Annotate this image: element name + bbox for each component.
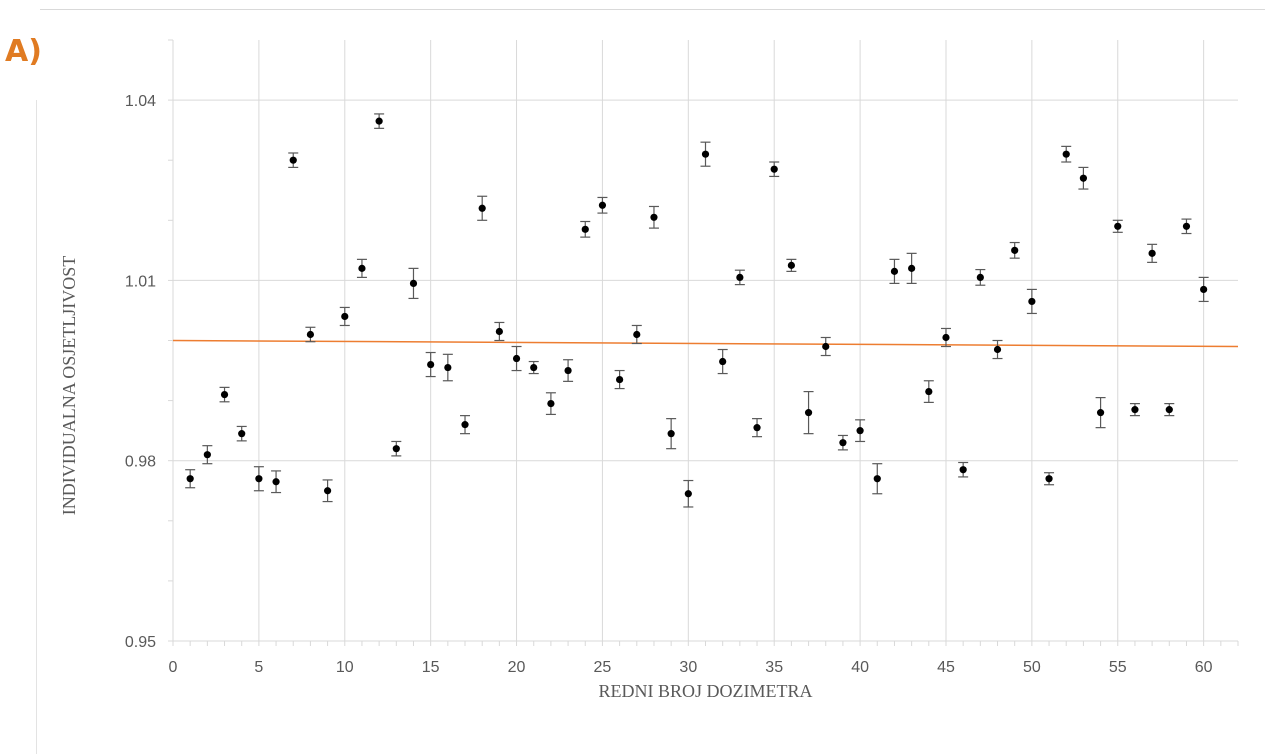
y-tick-label: 0.98 (125, 454, 156, 471)
data-point (1165, 406, 1173, 414)
x-tick-label: 15 (422, 659, 440, 676)
x-tick-label: 50 (1023, 659, 1041, 676)
data-point (684, 490, 692, 498)
data-point (839, 439, 847, 447)
data-point (1079, 174, 1088, 182)
x-tick-label: 30 (679, 659, 697, 676)
x-tick-label: 20 (508, 659, 526, 676)
x-tick-label: 45 (937, 659, 955, 676)
data-point (478, 204, 486, 212)
data-point (220, 390, 229, 399)
axes (168, 39, 1239, 646)
data-point (1200, 285, 1208, 294)
data-point (461, 421, 469, 429)
trendline (172, 339, 1239, 348)
y-tick-label: 1.04 (125, 93, 156, 110)
data-point (512, 354, 521, 363)
y-tick-label: 0.95 (125, 634, 156, 651)
x-tick-label: 5 (254, 659, 263, 676)
left-divider (36, 100, 37, 754)
data-points (186, 117, 1208, 498)
data-point (1062, 150, 1070, 158)
data-point (238, 430, 246, 438)
data-point (272, 478, 280, 486)
data-point (890, 267, 899, 275)
data-point (804, 409, 813, 417)
data-point (925, 387, 933, 396)
data-point (427, 360, 435, 369)
data-point (942, 333, 950, 342)
gridlines (173, 40, 1238, 641)
y-axis-title: INDIVIDUALNA OSJETLJIVOST (59, 256, 79, 515)
data-point (255, 475, 263, 483)
x-tick-label: 40 (851, 659, 869, 676)
data-point (203, 451, 211, 459)
top-divider (40, 9, 1265, 10)
data-point (564, 366, 572, 375)
data-point (547, 400, 555, 408)
data-point (701, 150, 710, 158)
x-axis-title: REDNI BROJ DOZIMETRA (599, 681, 813, 701)
error-bars (185, 113, 1209, 508)
data-point (976, 273, 984, 281)
data-point (650, 213, 658, 221)
data-point (873, 475, 881, 483)
x-tick-label: 25 (594, 659, 612, 676)
data-point (530, 363, 538, 372)
data-point (633, 330, 641, 339)
tick-labels: 0 5 10 15 20 25 30 35 40 45 50 55 60 0.95 0.98 1.01 1.04 (125, 93, 1213, 676)
x-tick-label: 0 (169, 659, 178, 676)
data-point (856, 427, 864, 435)
x-tick-label: 60 (1195, 659, 1213, 676)
data-point (770, 165, 778, 173)
data-point (616, 375, 624, 384)
data-point (444, 363, 452, 372)
x-tick-label: 55 (1109, 659, 1127, 676)
data-point (1096, 409, 1105, 417)
data-point (392, 445, 400, 453)
data-point (908, 264, 916, 272)
data-point (581, 225, 589, 233)
data-point (719, 357, 727, 366)
data-point (959, 466, 967, 474)
data-point (993, 345, 1002, 354)
x-tick-label: 10 (336, 659, 354, 676)
data-point (1148, 249, 1156, 257)
data-point (341, 312, 349, 321)
data-point (1011, 246, 1019, 254)
data-point (1131, 406, 1139, 414)
x-tick-label: 35 (765, 659, 783, 676)
data-point (736, 273, 744, 281)
data-point (598, 201, 607, 209)
data-point (306, 330, 315, 339)
data-point (1045, 475, 1053, 483)
data-point (667, 430, 675, 438)
data-point (822, 342, 830, 351)
data-point (375, 117, 383, 125)
data-point (289, 156, 297, 164)
data-point (495, 327, 503, 336)
data-point (186, 475, 194, 483)
data-point (323, 487, 332, 495)
data-point (358, 264, 366, 272)
data-point (1114, 222, 1122, 230)
panel-label: A) (5, 34, 42, 69)
data-point (1182, 222, 1191, 230)
data-point (753, 424, 761, 432)
data-point (409, 279, 418, 288)
trendline-group (172, 339, 1239, 348)
data-point (1028, 297, 1036, 306)
data-point (787, 261, 795, 269)
y-tick-label: 1.01 (125, 273, 156, 290)
